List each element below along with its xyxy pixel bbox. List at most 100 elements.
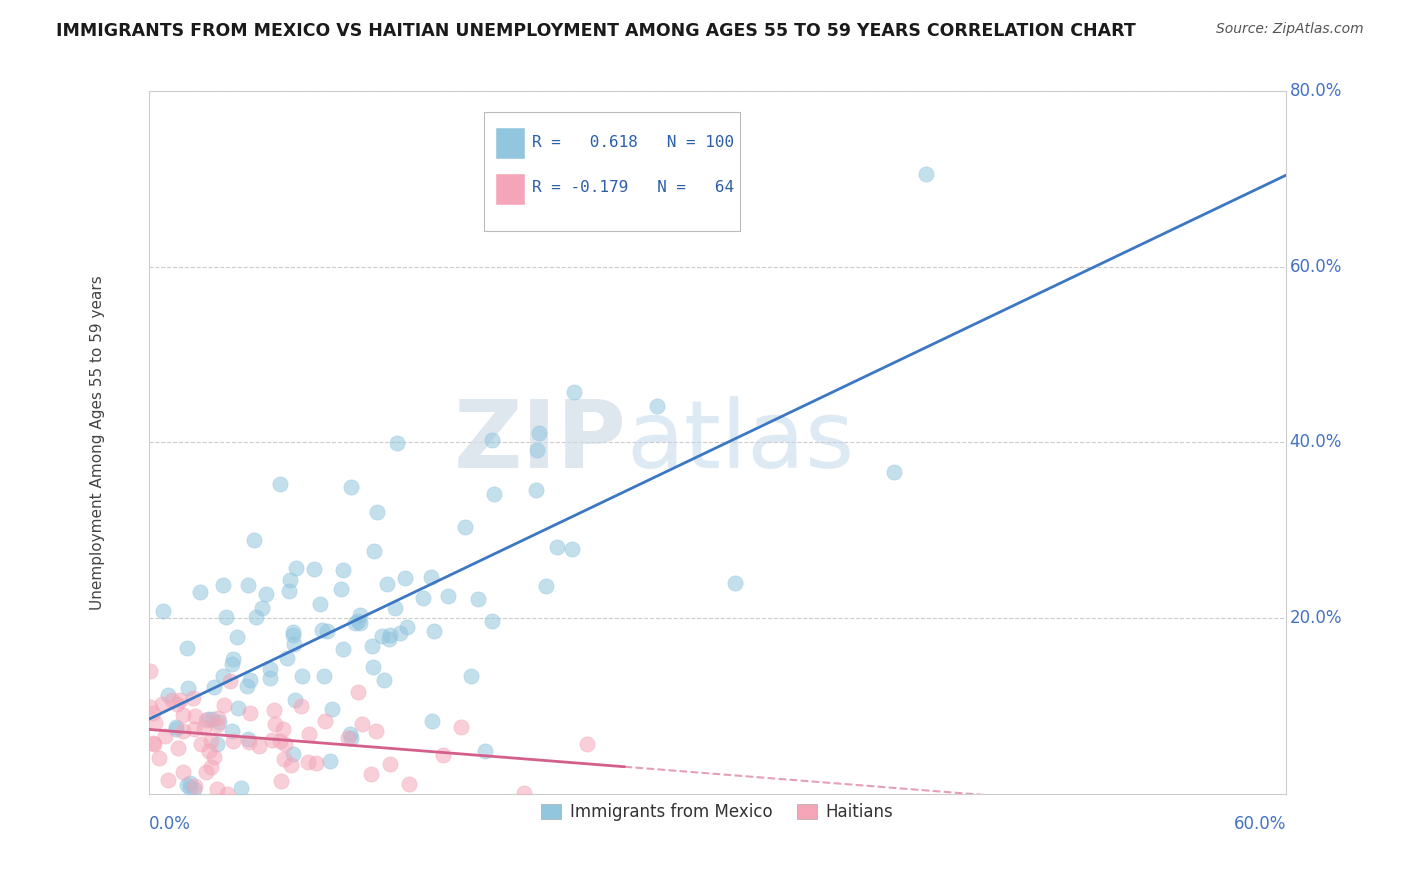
Point [346,685,368,699]
Point [239,673,262,687]
Point [914,167,936,181]
Point [259,671,281,685]
Point [270,773,292,788]
Point [243,533,266,548]
Point [366,505,388,519]
Point [284,561,307,575]
Point [194,764,217,779]
Point [361,660,384,674]
Point [263,703,285,717]
Point [460,669,482,683]
Point [165,720,187,734]
Point [380,756,402,771]
Point [212,577,235,591]
Point [318,754,340,768]
Point [207,711,229,725]
Point [181,690,204,705]
Point [467,591,489,606]
Legend: Immigrants from Mexico, Haitians: Immigrants from Mexico, Haitians [534,797,900,828]
Point [245,610,267,624]
Point [302,562,325,576]
Point [375,577,398,591]
Point [291,669,314,683]
Point [278,583,301,598]
FancyBboxPatch shape [496,174,526,205]
Point [398,776,420,790]
Point [349,608,371,623]
Point [152,604,174,618]
Point [207,782,229,797]
Point [361,640,384,654]
Point [330,582,353,596]
Point [202,680,225,694]
Point [183,782,205,797]
Point [215,610,238,624]
Point [226,701,249,715]
Point [420,714,443,729]
Point [212,669,235,683]
Point [166,697,188,711]
Text: 0.0%: 0.0% [149,815,191,833]
Point [274,737,297,751]
Point [432,748,454,763]
Point [305,756,328,770]
Point [284,693,307,707]
Point [412,591,434,605]
Point [176,778,198,792]
Point [724,575,747,590]
Point [339,727,361,741]
Point [364,724,387,739]
Point [183,779,205,793]
Point [264,716,287,731]
Point [148,750,170,764]
Point [167,741,190,756]
Text: R =   0.618   N = 100: R = 0.618 N = 100 [531,135,734,150]
Point [200,759,222,773]
Point [217,787,239,801]
Point [205,718,228,732]
Point [139,700,162,714]
Point [208,715,231,730]
Point [222,733,245,747]
Point [198,744,221,758]
Point [281,628,304,642]
Point [481,433,503,447]
Point [437,589,460,603]
Point [226,630,249,644]
Point [314,714,336,728]
Point [336,731,359,745]
Point [278,574,301,588]
Point [311,623,333,637]
Point [546,540,568,554]
Point [160,693,183,707]
Point [219,674,242,689]
Point [308,597,330,611]
FancyBboxPatch shape [496,128,526,159]
Point [513,786,536,800]
Point [883,466,905,480]
Point [273,752,295,766]
Point [259,662,281,676]
Point [202,750,225,764]
Point [221,657,243,671]
Point [388,625,411,640]
Text: 40.0%: 40.0% [1289,434,1341,451]
Point [169,693,191,707]
Point [575,737,598,751]
Point [142,737,165,751]
Point [195,713,218,727]
Point [143,715,166,730]
Point [235,679,257,693]
Text: 60.0%: 60.0% [1289,258,1341,276]
Point [190,737,212,751]
Point [298,727,321,741]
Point [179,776,201,790]
Point [172,764,194,779]
Point [378,632,401,646]
Text: ZIP: ZIP [454,396,627,488]
Point [529,425,551,440]
Point [384,601,406,615]
Point [526,443,548,458]
Point [474,744,496,758]
Text: IMMIGRANTS FROM MEXICO VS HAITIAN UNEMPLOYMENT AMONG AGES 55 TO 59 YEARS CORRELA: IMMIGRANTS FROM MEXICO VS HAITIAN UNEMPL… [56,22,1136,40]
